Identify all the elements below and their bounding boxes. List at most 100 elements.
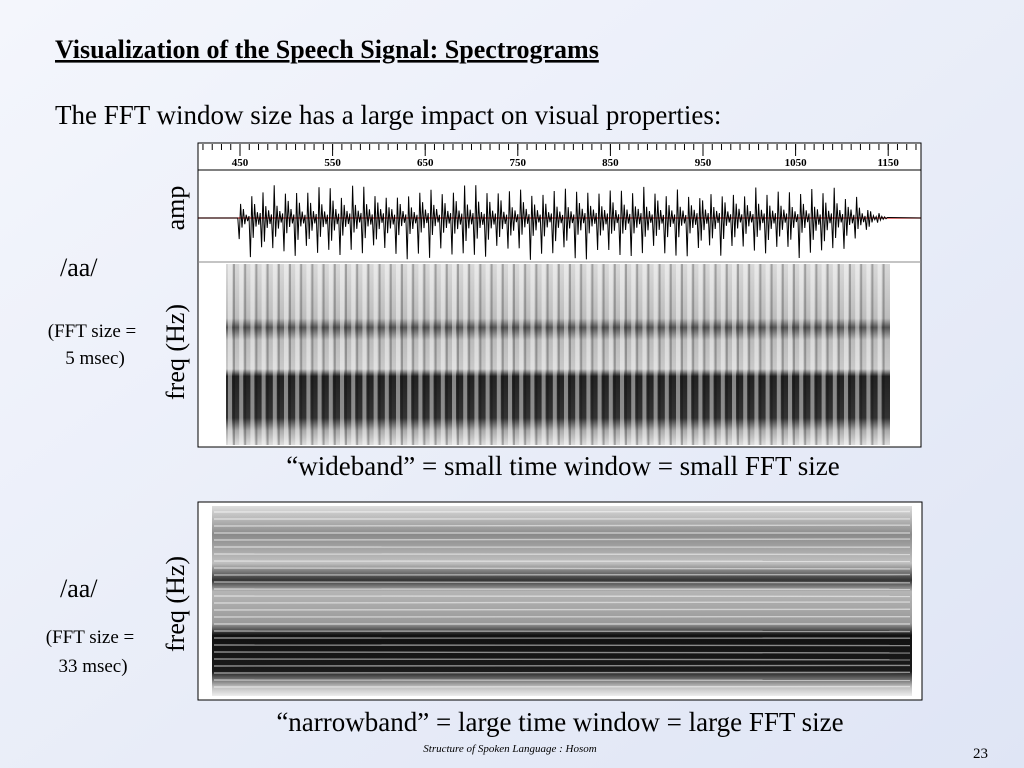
striation: [748, 264, 751, 445]
fft-note: (FFT size =: [46, 627, 134, 648]
striation: [620, 264, 624, 445]
striation: [837, 264, 840, 445]
time-ruler: 450 550 650 750 850 950 1050 1150: [202, 144, 917, 169]
striation: [389, 264, 392, 445]
striation: [647, 264, 650, 445]
striation: [228, 264, 232, 445]
striation: [328, 264, 333, 445]
striation: [799, 264, 804, 445]
phoneme-label: /aa/: [60, 574, 98, 603]
striation: [496, 264, 501, 445]
fft-note: 33 msec): [58, 656, 127, 677]
striation: [519, 264, 524, 445]
striation: [765, 264, 770, 445]
striation: [709, 264, 714, 445]
slide-title: Visualization of the Speech Signal: Spec…: [55, 35, 599, 64]
striation: [513, 264, 515, 445]
ruler-label: 850: [602, 157, 619, 169]
harmonic: [213, 601, 911, 604]
striation: [720, 264, 725, 445]
striation: [826, 264, 829, 445]
striation: [362, 264, 367, 445]
striation: [239, 264, 244, 445]
striation: [754, 264, 759, 445]
harmonic: [213, 567, 911, 570]
striation: [636, 264, 639, 445]
striation: [445, 264, 448, 445]
striation: [676, 264, 680, 445]
striation: [501, 264, 504, 445]
ruler-label: 650: [417, 157, 434, 169]
striation: [490, 264, 493, 445]
striation: [384, 264, 389, 445]
striation: [804, 264, 807, 445]
page-number: 23: [973, 746, 988, 762]
striation: [557, 264, 560, 445]
striation: [261, 264, 266, 445]
striation: [351, 264, 356, 445]
striation: [871, 264, 874, 445]
striation: [815, 264, 818, 445]
harmonic: [213, 664, 911, 667]
narrowband-spectrogram: [212, 506, 912, 696]
striation: [658, 264, 661, 445]
striation: [401, 264, 403, 445]
striation: [877, 264, 882, 445]
striation: [378, 264, 381, 445]
striation: [423, 264, 426, 445]
striation: [552, 264, 557, 445]
striation: [653, 264, 658, 445]
striation: [580, 264, 583, 445]
harmonic: [213, 581, 911, 584]
freq-label: freq (Hz): [161, 304, 190, 400]
striation: [631, 264, 636, 445]
striation: [277, 264, 280, 445]
striation: [356, 264, 359, 445]
ruler-label: 950: [695, 157, 712, 169]
striation: [429, 264, 434, 445]
striation: [255, 264, 258, 445]
striation: [524, 264, 527, 445]
footer: Structure of Spoken Language : Hosom: [423, 743, 596, 755]
striation: [396, 264, 400, 445]
ruler-label: 1150: [877, 157, 899, 169]
striation: [743, 264, 748, 445]
harmonic: [213, 630, 911, 633]
striation: [788, 264, 792, 445]
harmonic: [213, 538, 911, 541]
striation: [781, 264, 784, 445]
striation: [714, 264, 717, 445]
striation: [474, 264, 479, 445]
harmonic: [213, 608, 911, 611]
striations: [228, 264, 885, 445]
striation: [340, 264, 344, 445]
striation: [832, 264, 837, 445]
striation: [367, 264, 370, 445]
striation: [289, 264, 291, 445]
striation: [530, 264, 535, 445]
striation: [564, 264, 568, 445]
striation: [866, 264, 871, 445]
striation: [849, 264, 851, 445]
striation: [793, 264, 795, 445]
striation: [284, 264, 288, 445]
harmonic: [213, 671, 911, 674]
striation: [457, 264, 459, 445]
striation: [463, 264, 468, 445]
striation: [333, 264, 336, 445]
striation: [608, 264, 613, 445]
striation: [434, 264, 437, 445]
striation: [681, 264, 683, 445]
striation: [266, 264, 269, 445]
striation: [407, 264, 412, 445]
striation: [535, 264, 538, 445]
ruler-label: 550: [324, 157, 341, 169]
striation: [317, 264, 322, 445]
striation: [821, 264, 826, 445]
harmonic: [213, 651, 911, 654]
phoneme-label: /aa/: [60, 253, 98, 282]
freq-label: freq (Hz): [161, 556, 190, 652]
striation: [602, 264, 605, 445]
striation: [855, 264, 860, 445]
